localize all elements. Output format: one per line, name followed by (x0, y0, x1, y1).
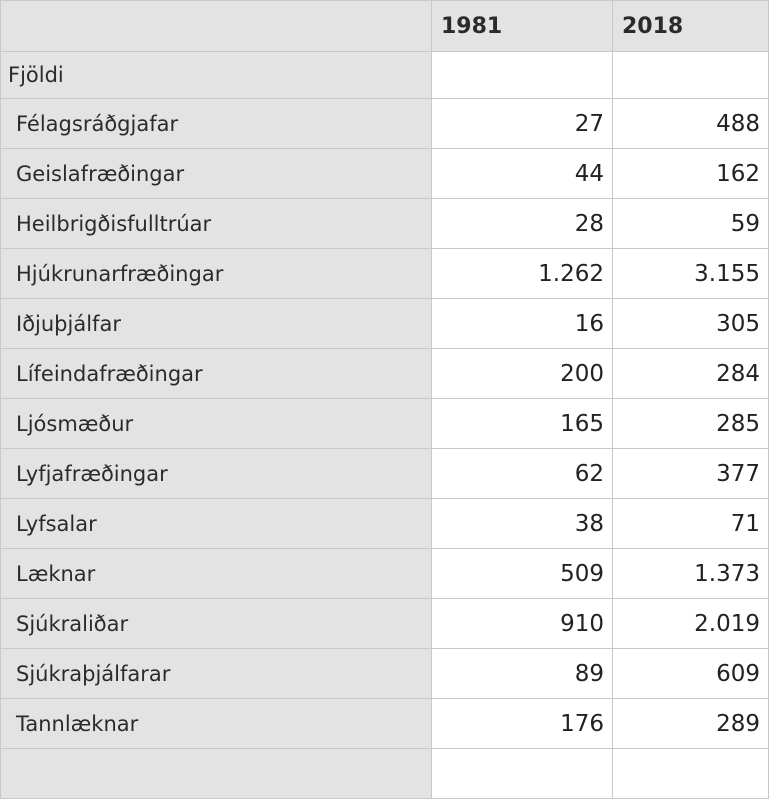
cell-1981: 1.262 (431, 248, 613, 299)
row-label: Lyfsalar (0, 498, 432, 549)
table-row: Tannlæknar 176 289 (0, 698, 769, 749)
cell-2018: 289 (612, 698, 769, 749)
cell-2018: 609 (612, 648, 769, 699)
cell-1981: 165 (431, 398, 613, 449)
cell-1981: 27 (431, 98, 613, 149)
row-label: Tannlæknar (0, 698, 432, 749)
row-label: Sjúkraþjálfarar (0, 648, 432, 699)
cell-2018: 377 (612, 448, 769, 499)
header-corner (0, 0, 432, 52)
group-cell-1981 (431, 51, 613, 99)
header-row: 1981 2018 (0, 0, 769, 52)
row-label: Læknar (0, 548, 432, 599)
row-label: Félagsráðgjafar (0, 98, 432, 149)
cell-1981: 89 (431, 648, 613, 699)
cell-1981: 176 (431, 698, 613, 749)
cell-2018: 3.155 (612, 248, 769, 299)
row-label: Lyfjafræðingar (0, 448, 432, 499)
table-row: Sjúkraþjálfarar 89 609 (0, 648, 769, 699)
cell-1981: 44 (431, 148, 613, 199)
row-label: Heilbrigðisfulltrúar (0, 198, 432, 249)
cell-1981: 28 (431, 198, 613, 249)
table-row: Félagsráðgjafar 27 488 (0, 98, 769, 149)
cell-1981: 38 (431, 498, 613, 549)
table-row: Geislafræðingar 44 162 (0, 148, 769, 199)
column-header-2018[interactable]: 2018 (612, 0, 769, 52)
row-label: Lífeindafræðingar (0, 348, 432, 399)
cell-2018: 488 (612, 98, 769, 149)
group-cell-2018 (612, 51, 769, 99)
table-row: Heilbrigðisfulltrúar 28 59 (0, 198, 769, 249)
cell-2018: 284 (612, 348, 769, 399)
cell-1981: 509 (431, 548, 613, 599)
cell-1981: 62 (431, 448, 613, 499)
cell-1981: 200 (431, 348, 613, 399)
cell-2018: 285 (612, 398, 769, 449)
cell-2018 (612, 748, 769, 799)
row-label: Geislafræðingar (0, 148, 432, 199)
table-row (0, 748, 769, 799)
group-row: Fjöldi (0, 51, 769, 99)
row-label (0, 748, 432, 799)
row-label: Ljósmæður (0, 398, 432, 449)
column-header-1981[interactable]: 1981 (431, 0, 613, 52)
row-label: Sjúkraliðar (0, 598, 432, 649)
cell-2018: 162 (612, 148, 769, 199)
cell-1981: 16 (431, 298, 613, 349)
cell-2018: 1.373 (612, 548, 769, 599)
cell-2018: 59 (612, 198, 769, 249)
row-label: Hjúkrunarfræðingar (0, 248, 432, 299)
table-row: Ljósmæður 165 285 (0, 398, 769, 449)
cell-1981 (431, 748, 613, 799)
cell-2018: 305 (612, 298, 769, 349)
table-row: Lífeindafræðingar 200 284 (0, 348, 769, 399)
cell-2018: 71 (612, 498, 769, 549)
group-label: Fjöldi (0, 51, 432, 99)
table-row: Iðjuþjálfar 16 305 (0, 298, 769, 349)
table-row: Hjúkrunarfræðingar 1.262 3.155 (0, 248, 769, 299)
table-row: Lyfsalar 38 71 (0, 498, 769, 549)
cell-2018: 2.019 (612, 598, 769, 649)
table-row: Sjúkraliðar 910 2.019 (0, 598, 769, 649)
table-row: Lyfjafræðingar 62 377 (0, 448, 769, 499)
table-row: Læknar 509 1.373 (0, 548, 769, 599)
cell-1981: 910 (431, 598, 613, 649)
row-label: Iðjuþjálfar (0, 298, 432, 349)
